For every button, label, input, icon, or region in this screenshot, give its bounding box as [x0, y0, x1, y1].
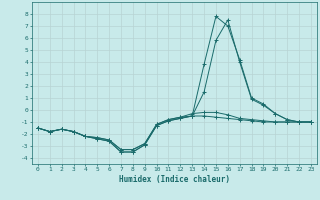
- X-axis label: Humidex (Indice chaleur): Humidex (Indice chaleur): [119, 175, 230, 184]
